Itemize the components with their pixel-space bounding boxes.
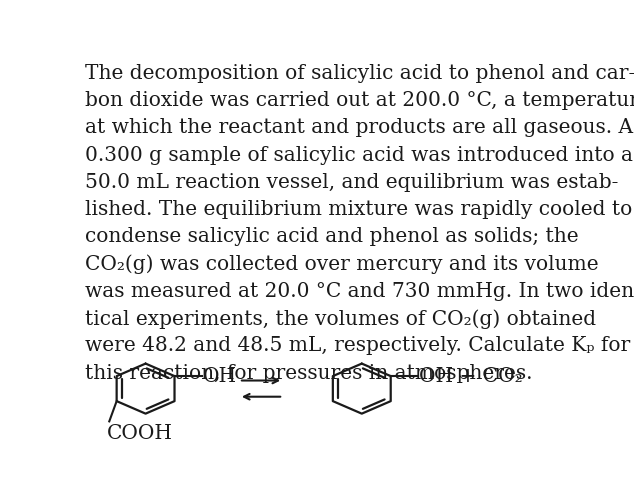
Text: at which the reactant and products are all gaseous. A: at which the reactant and products are a… xyxy=(85,119,633,138)
Text: OH + CO₂: OH + CO₂ xyxy=(418,367,522,386)
Text: this reaction, for pressures in atmospheres.: this reaction, for pressures in atmosphe… xyxy=(85,364,533,382)
Text: was measured at 20.0 °C and 730 mmHg. In two iden-: was measured at 20.0 °C and 730 mmHg. In… xyxy=(85,282,634,301)
Text: condense salicylic acid and phenol as solids; the: condense salicylic acid and phenol as so… xyxy=(85,228,579,246)
Text: 0.300 g sample of salicylic acid was introduced into a: 0.300 g sample of salicylic acid was int… xyxy=(85,146,633,165)
Text: CO₂(g) was collected over mercury and its volume: CO₂(g) was collected over mercury and it… xyxy=(85,255,598,274)
Text: The decomposition of salicylic acid to phenol and car-: The decomposition of salicylic acid to p… xyxy=(85,64,634,83)
Text: 50.0 mL reaction vessel, and equilibrium was estab-: 50.0 mL reaction vessel, and equilibrium… xyxy=(85,173,619,192)
Text: were 48.2 and 48.5 mL, respectively. Calculate Kₚ for: were 48.2 and 48.5 mL, respectively. Cal… xyxy=(85,337,630,355)
Text: tical experiments, the volumes of CO₂(g) obtained: tical experiments, the volumes of CO₂(g)… xyxy=(85,309,596,329)
Text: COOH: COOH xyxy=(107,424,173,443)
Text: lished. The equilibrium mixture was rapidly cooled to: lished. The equilibrium mixture was rapi… xyxy=(85,200,632,219)
Text: bon dioxide was carried out at 200.0 °C, a temperature: bon dioxide was carried out at 200.0 °C,… xyxy=(85,91,634,110)
Text: OH: OH xyxy=(202,367,236,386)
